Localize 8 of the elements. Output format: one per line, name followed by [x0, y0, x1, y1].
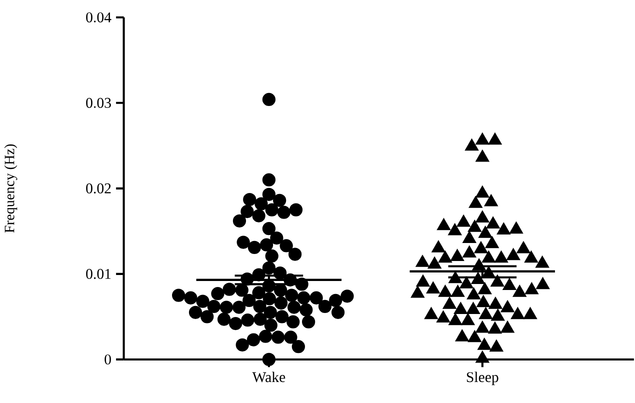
y-tick-label: 0.02	[86, 183, 111, 194]
y-axis-title: Frequency (Hz)	[4, 144, 18, 233]
y-tick-label: 0	[104, 354, 111, 364]
x-tick-label: Wake	[252, 372, 286, 382]
y-tick-label: 0.01	[86, 268, 111, 279]
y-tick-label: 0.03	[86, 98, 111, 108]
y-tick-label: 0.04	[86, 12, 112, 22]
x-tick-label: Sleep	[466, 372, 498, 386]
